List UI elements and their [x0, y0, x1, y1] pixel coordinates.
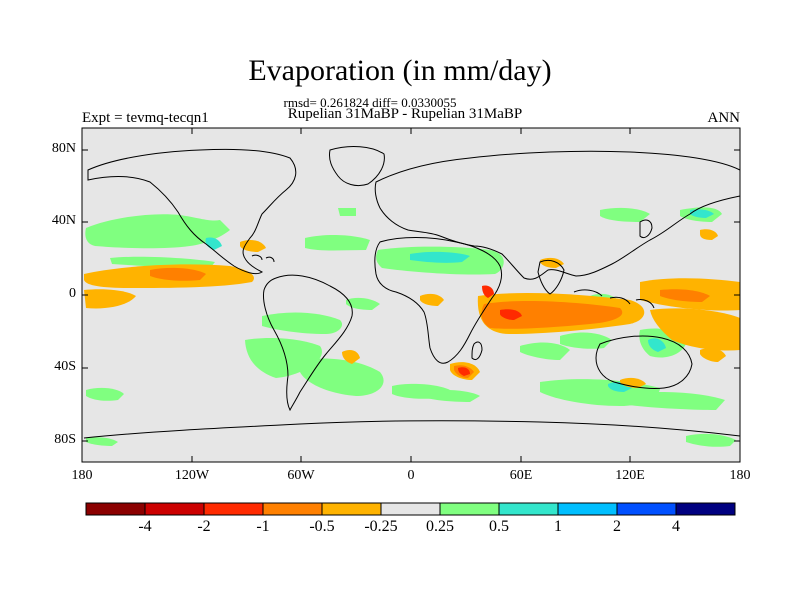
y-label-40s: 40S: [54, 359, 76, 374]
experiment-label: Expt = tevmq-tecqn1: [82, 110, 209, 126]
colorbar-swatch-3: [203, 502, 264, 516]
neg-sw-pacific: [650, 308, 740, 351]
neg-nepac: [700, 229, 718, 240]
colorbar-swatch-5: [321, 502, 382, 516]
teal-sahara: [410, 251, 470, 263]
x-label-120e: 120E: [615, 468, 645, 483]
colorbar-swatch-4: [262, 502, 323, 516]
positive-indian-1: [560, 332, 612, 349]
colorbar-swatch-2: [144, 502, 205, 516]
season-label: ANN: [707, 110, 741, 126]
japan-outline: [639, 219, 653, 239]
stats-line: rmsd= 0.261824 diff= 0.0330055: [283, 95, 457, 110]
colorbar-label-9: 2: [613, 518, 621, 535]
positive-arctic-atl: [338, 208, 356, 216]
x-tick-marks: [81, 128, 741, 462]
neg-sw-atl: [342, 350, 360, 364]
neg-gulfguinea: [420, 293, 444, 306]
colorbar-label-3: -1: [256, 518, 270, 535]
positive-south-ocean-4: [420, 389, 480, 402]
y-label-80s: 80S: [54, 432, 76, 447]
map-subtitle: Rupelian 31MaBP - Rupelian 31MaBP: [287, 106, 523, 122]
colorbar-label-7: 0.5: [489, 518, 509, 535]
positive-satl-3: [300, 358, 384, 396]
neg-red-eafrica: [482, 285, 494, 298]
positive-natlantic: [305, 234, 370, 251]
madagascar-outline: [471, 341, 483, 361]
antarctica-outline: [83, 420, 741, 439]
positive-south-ocean-2: [86, 437, 118, 446]
colorbar-swatch-8: [498, 502, 559, 516]
positive-so-pacific: [620, 392, 725, 410]
colorbar-swatch-9: [557, 502, 618, 516]
neg-mid-eqpac: [150, 267, 206, 281]
teal-nepac: [690, 209, 714, 218]
y-label-80n: 80N: [51, 141, 76, 156]
colorbar-label-1: -4: [138, 518, 152, 535]
positive-anomaly-regions: [85, 207, 736, 447]
neg-eqpacific-w: [84, 289, 136, 309]
maritime-continent: [573, 289, 655, 309]
south-america-outline: [263, 274, 353, 412]
colorbar-label-6: 0.25: [426, 518, 454, 535]
x-label-60w: 60W: [287, 468, 315, 483]
x-label-0: 0: [407, 468, 415, 483]
positive-nwpacific: [600, 207, 650, 222]
positive-south-ocean-1: [86, 387, 124, 401]
positive-npacific-band: [85, 214, 230, 249]
x-label-120w: 120W: [174, 468, 210, 483]
caribbean-islands: [251, 254, 275, 263]
eurasia-outline: [374, 150, 741, 280]
colorbar-label-5: -0.25: [364, 518, 398, 535]
greenland-outline: [329, 146, 385, 187]
north-america-outline: [87, 148, 297, 275]
australia-outline: [595, 335, 693, 389]
x-label-60e: 60E: [509, 468, 533, 483]
negative-mid-regions: [150, 267, 710, 378]
colorbar-label-4: -0.5: [309, 518, 335, 535]
neg-australia-ne: [700, 348, 726, 362]
positive-indian-2: [520, 342, 570, 360]
x-label-180w: 180: [71, 468, 93, 483]
colorbar-swatch-6: [380, 502, 441, 516]
colorbar-label-10: 4: [672, 518, 680, 535]
negative-strong-regions: [458, 285, 522, 376]
y-label-40n: 40N: [51, 213, 76, 228]
colorbar-swatch-1: [85, 502, 146, 516]
colorbar-swatch-10: [616, 502, 677, 516]
continent-outlines: [83, 146, 741, 439]
colorbar-swatch-11: [675, 502, 736, 516]
colorbar-swatch-7: [439, 502, 500, 516]
colorbar-label-2: -2: [197, 518, 211, 535]
neg-mid-eastpac: [660, 289, 710, 302]
positive-south-ocean-3: [686, 433, 736, 447]
india-outline: [537, 259, 565, 295]
positive-satl-1: [262, 312, 343, 334]
map-title: Evaporation (in mm/day): [248, 54, 552, 87]
positive-eqatlantic: [346, 297, 380, 310]
africa-outline: [374, 237, 503, 364]
neg-red-indian: [500, 309, 522, 320]
neg-mid-indian: [481, 301, 623, 329]
teal-australia: [648, 338, 666, 352]
y-label-0: 0: [69, 286, 76, 301]
x-label-180e: 180: [729, 468, 751, 483]
map-background: [82, 128, 740, 462]
neg-red-mozambique: [458, 367, 470, 376]
colorbar-label-8: 1: [554, 518, 562, 535]
y-tick-marks: [82, 149, 740, 442]
